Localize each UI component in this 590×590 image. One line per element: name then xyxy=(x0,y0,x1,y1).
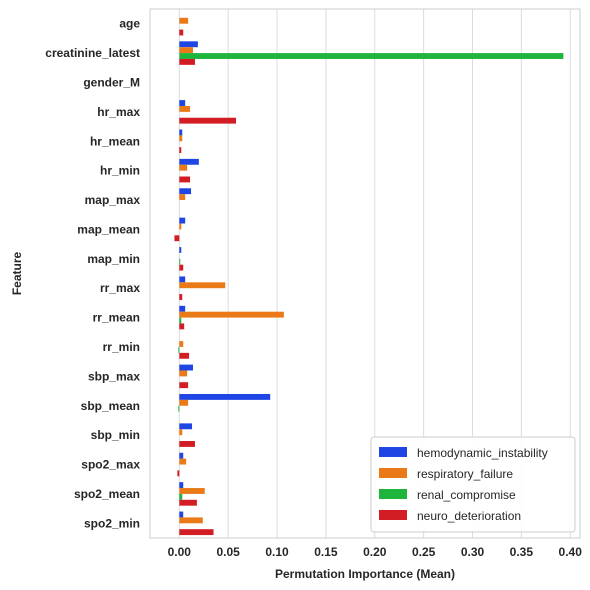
bar-renal_compromise-creatinine_latest xyxy=(179,53,564,59)
bar-respiratory_failure-sbp_max xyxy=(179,370,188,377)
bar-neuro_deterioration-sbp_min xyxy=(179,441,195,447)
bar-respiratory_failure-sbp_mean xyxy=(179,399,189,406)
legend-swatch-respiratory_failure xyxy=(379,468,407,478)
bar-respiratory_failure-rr_max xyxy=(179,282,226,289)
bar-neuro_deterioration-hr_max xyxy=(179,117,236,124)
bar-neuro_deterioration-age xyxy=(179,29,184,36)
bar-renal_compromise-rr_mean xyxy=(179,317,182,324)
bar-respiratory_failure-hr_mean xyxy=(179,135,183,142)
bar-hemodynamic_instability-hr_mean xyxy=(179,129,183,136)
bar-respiratory_failure-map_max xyxy=(179,194,186,201)
bar-respiratory_failure-hr_min xyxy=(179,164,188,171)
x-tick-label: 0.25 xyxy=(412,545,436,559)
bar-renal_compromise-rr_min xyxy=(178,346,180,353)
bar-respiratory_failure-spo2_mean xyxy=(179,488,205,494)
bar-neuro_deterioration-rr_mean xyxy=(179,323,185,330)
x-axis-label: Permutation Importance (Mean) xyxy=(275,567,455,581)
bar-neuro_deterioration-spo2_min xyxy=(179,529,214,536)
legend-label: hemodynamic_instability xyxy=(417,446,548,460)
legend-box xyxy=(370,436,576,533)
bar-hemodynamic_instability-rr_mean xyxy=(179,305,186,312)
x-tick-label: 0.10 xyxy=(265,545,289,559)
y-tick-label: spo2_min xyxy=(84,516,140,530)
x-tick-label: 0.15 xyxy=(314,545,338,559)
x-tick-label: 0.00 xyxy=(168,545,192,559)
bar-hemodynamic_instability-map_mean xyxy=(179,217,186,224)
bar-neuro_deterioration-rr_max xyxy=(179,294,183,300)
legend-label: respiratory_failure xyxy=(417,467,513,481)
bar-hemodynamic_instability-hr_max xyxy=(179,100,186,106)
y-tick-label: spo2_max xyxy=(81,458,140,472)
bar-hemodynamic_instability-spo2_max xyxy=(179,452,184,459)
bar-neuro_deterioration-sbp_max xyxy=(179,382,189,389)
y-tick-label: sbp_max xyxy=(88,369,140,383)
y-tick-label: gender_M xyxy=(83,75,140,89)
legend-label: neuro_deterioration xyxy=(417,509,521,523)
bar-respiratory_failure-age xyxy=(179,17,189,24)
bar-hemodynamic_instability-creatinine_latest xyxy=(179,41,198,48)
bar-hemodynamic_instability-hr_min xyxy=(179,158,199,165)
bar-hemodynamic_instability-sbp_min xyxy=(179,423,193,430)
y-tick-label: sbp_mean xyxy=(81,399,140,413)
plot-frame xyxy=(149,8,581,539)
y-tick-label: rr_max xyxy=(100,281,140,295)
bar-neuro_deterioration-spo2_max xyxy=(177,470,180,477)
y-tick-label: age xyxy=(119,17,140,31)
bar-respiratory_failure-creatinine_latest xyxy=(179,47,193,54)
y-tick-label: rr_min xyxy=(103,340,140,354)
bar-hemodynamic_instability-spo2_mean xyxy=(179,482,184,489)
y-tick-label: map_mean xyxy=(77,222,140,236)
x-tick-label: 0.35 xyxy=(510,545,534,559)
bar-neuro_deterioration-map_mean xyxy=(174,235,180,242)
bar-hemodynamic_instability-sbp_max xyxy=(179,364,193,371)
y-tick-label: sbp_min xyxy=(91,428,140,442)
bar-hemodynamic_instability-map_max xyxy=(179,188,192,195)
bar-hemodynamic_instability-spo2_min xyxy=(179,511,184,518)
x-tick-label: 0.40 xyxy=(559,545,583,559)
legend-swatch-neuro_deterioration xyxy=(379,510,407,520)
bar-neuro_deterioration-map_min xyxy=(179,264,184,271)
bar-respiratory_failure-spo2_max xyxy=(179,458,187,465)
y-tick-label: map_max xyxy=(85,193,141,207)
legend-label: renal_compromise xyxy=(417,488,516,502)
bar-respiratory_failure-rr_mean xyxy=(179,311,284,318)
y-tick-label: hr_mean xyxy=(90,134,140,148)
bar-renal_compromise-spo2_mean xyxy=(179,493,183,500)
x-tick-label: 0.20 xyxy=(363,545,387,559)
legend: hemodynamic_instability respiratory_failu… xyxy=(370,436,576,533)
bar-respiratory_failure-map_mean xyxy=(179,223,182,230)
bar-neuro_deterioration-creatinine_latest xyxy=(179,58,195,65)
y-axis-label: Feature xyxy=(10,252,24,296)
y-tick-label: hr_min xyxy=(100,164,140,178)
bar-renal_compromise-sbp_mean xyxy=(178,405,180,412)
y-tick-label: creatinine_latest xyxy=(45,46,140,60)
x-tick-label: 0.30 xyxy=(461,545,485,559)
bar-neuro_deterioration-hr_min xyxy=(179,176,191,183)
bar-respiratory_failure-sbp_min xyxy=(179,429,183,436)
bar-neuro_deterioration-hr_mean xyxy=(179,147,182,154)
y-tick-label: rr_mean xyxy=(93,311,140,325)
bar-hemodynamic_instability-rr_max xyxy=(179,276,186,283)
bar-respiratory_failure-spo2_min xyxy=(179,517,203,524)
legend-swatch-hemodynamic_instability xyxy=(379,447,407,457)
bar-hemodynamic_instability-sbp_mean xyxy=(179,393,271,400)
bar-respiratory_failure-rr_min xyxy=(179,341,184,347)
y-tick-label: map_min xyxy=(87,252,140,266)
bar-hemodynamic_instability-map_min xyxy=(179,247,182,253)
y-tick-label: spo2_mean xyxy=(74,487,140,501)
bar-renal_compromise-map_min xyxy=(179,258,181,265)
bar-neuro_deterioration-spo2_mean xyxy=(179,499,197,506)
legend-swatch-renal_compromise xyxy=(379,489,407,499)
x-tick-label: 0.05 xyxy=(217,545,241,559)
y-tick-label: hr_max xyxy=(97,105,140,119)
bar-respiratory_failure-hr_max xyxy=(179,105,191,112)
bar-neuro_deterioration-rr_min xyxy=(179,352,190,359)
